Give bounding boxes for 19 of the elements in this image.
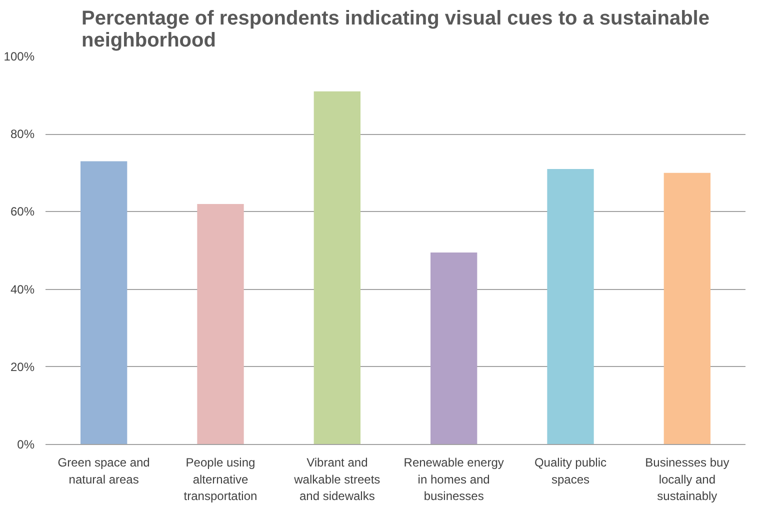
bar	[314, 91, 360, 444]
x-tick-label: Vibrant and walkable streets and sidewalks	[293, 456, 380, 504]
x-tick-label: Quality public spaces	[534, 456, 607, 486]
y-tick-label: 80%	[10, 127, 35, 142]
x-tick-label: People using alternative transportation	[184, 456, 258, 504]
y-tick-label: 60%	[10, 204, 35, 219]
x-tick-label: Renewable energy in homes and businesses	[404, 456, 504, 504]
bar	[197, 204, 244, 444]
bar	[547, 169, 594, 444]
y-tick-label: 40%	[10, 282, 35, 296]
bar	[80, 161, 128, 444]
x-tick-label: Businesses buy locally and sustainably	[645, 456, 730, 504]
y-tick-label: 100%	[4, 50, 35, 64]
bar	[664, 172, 710, 444]
chart-title: Percentage of respondents indicating visual cues to a sustainable neighborhood	[82, 8, 710, 52]
y-tick-label: 20%	[10, 360, 35, 374]
bar	[430, 252, 478, 444]
x-tick-label: Green space and natural areas	[58, 456, 150, 486]
y-tick-label: 0%	[17, 438, 35, 452]
